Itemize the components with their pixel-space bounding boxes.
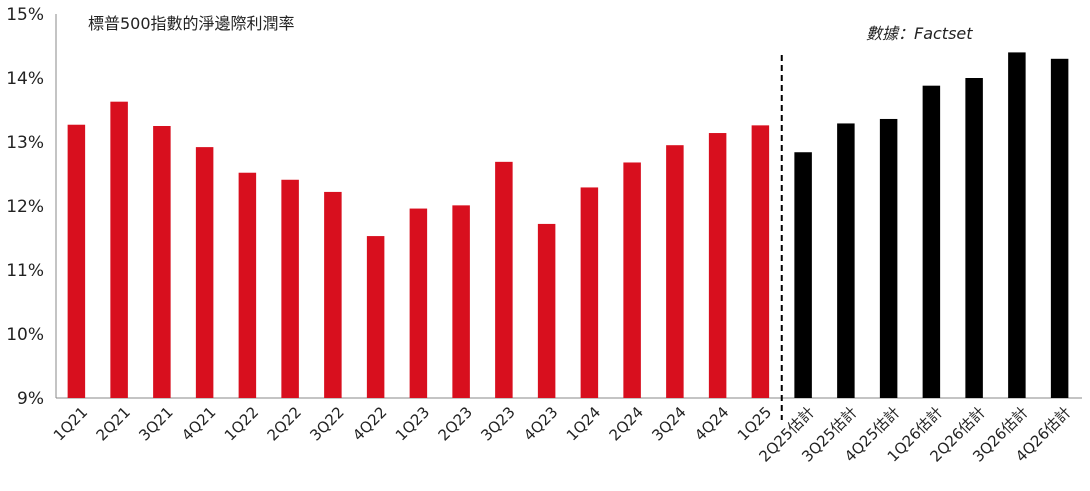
estimate-bar [1050,58,1069,399]
x-tick-label: 4Q21 [178,403,219,444]
actual-bar [580,187,599,398]
x-tick-label: 3Q21 [135,403,176,444]
x-tick-label: 2Q21 [93,403,134,444]
estimate-bar [794,152,812,398]
x-tick-label: 1Q21 [50,403,91,444]
actual-bar [409,208,428,398]
estimate-bar [837,123,855,398]
x-tick-label: 4Q24 [691,403,732,444]
x-tick-label: 1Q23 [392,403,433,444]
x-tick-label: 2Q22 [264,403,305,444]
y-tick-label: 11% [6,261,44,281]
actual-bar [452,205,470,398]
y-tick-label: 13% [6,133,44,153]
x-tick-label: 4Q22 [349,403,390,444]
y-tick-label: 15% [6,5,44,25]
actual-bar [238,172,257,398]
actual-bar [623,162,641,398]
x-tick-label: 3Q24 [648,403,689,444]
x-axis-labels: 1Q21 2Q21 3Q21 4Q21 1Q22 2Q22 3Q22 4Q22 1Q23 2Q23… [50,403,1075,466]
x-tick-label: 1Q24 [563,403,604,444]
x-tick-label: 4Q23 [520,403,561,444]
y-tick-label: 9% [17,389,44,409]
y-tick-label: 14% [6,69,44,89]
actual-bar [195,147,214,398]
estimate-bar [965,78,983,398]
actual-bar [666,145,684,398]
y-tick-label: 10% [6,325,44,345]
x-tick-label: 1Q22 [221,403,262,444]
x-tick-label: 3Q23 [477,403,518,444]
actual-bar [324,191,342,398]
estimate-bar [1008,52,1026,399]
actual-bar [366,236,385,398]
actual-bar [751,125,770,399]
y-axis: 9% 10% 11% 12% 13% 14% 15% [6,5,44,409]
actual-bar [708,133,727,399]
chart-title: 標普500指數的淨邊際利潤率 [88,14,295,33]
source-note: 數據：Factset [866,24,973,43]
y-tick-label: 12% [6,197,44,217]
actual-bar [281,179,299,398]
x-tick-label: 3Q22 [306,403,347,444]
actual-bar [495,161,513,398]
estimate-bar [879,118,898,399]
estimate-bar [922,85,941,399]
actual-bar [153,126,171,398]
actual-bar [537,223,556,398]
actual-bar [67,124,86,398]
x-tick-label: 2Q23 [435,403,476,444]
x-tick-label: 2Q24 [606,403,647,444]
bars [67,52,1069,399]
actual-bar [110,101,128,399]
